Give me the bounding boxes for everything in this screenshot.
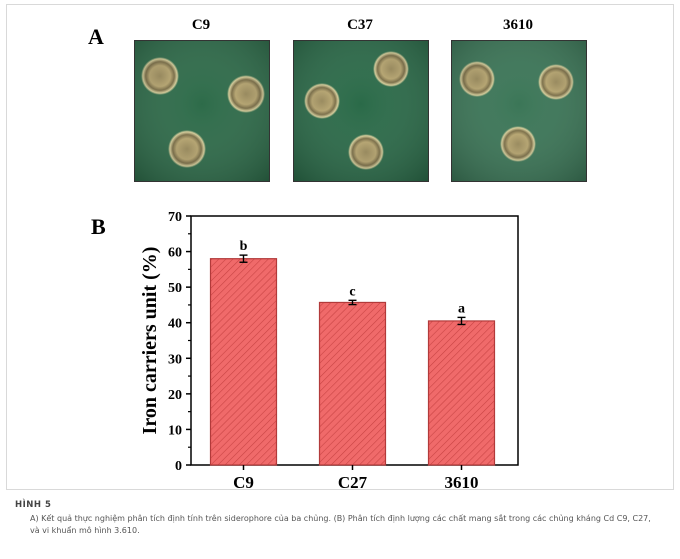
- x-tick-label-C9: C9: [233, 473, 254, 492]
- panel-b-letter: B: [91, 214, 106, 239]
- y-tick-label-7: 70: [168, 210, 182, 225]
- agar-plate-c9: [134, 40, 270, 182]
- y-tick-label-3: 30: [168, 352, 182, 367]
- plate-label-2: C37: [347, 17, 373, 33]
- bar-3610: [427, 320, 496, 466]
- bar-chart: 0 10 20 30 40 50 60 70 Iron carriers unit (%) b C9…: [139, 210, 519, 492]
- bar-C27: [318, 301, 387, 466]
- y-tick-label-2: 20: [168, 388, 182, 403]
- plate-label-3: 3610: [503, 17, 533, 33]
- sig-letter-C27: c: [349, 284, 355, 299]
- caption-title: HÌNH 5: [15, 500, 52, 510]
- sig-letter-3610: a: [458, 301, 465, 316]
- y-tick-label-5: 50: [168, 281, 182, 296]
- caption-text: A) Kết quả thực nghiệm phân tích định tí…: [30, 514, 651, 535]
- panel-a-letter: A: [88, 24, 104, 49]
- plate-label-1: C9: [191, 17, 211, 33]
- bar-C9: [209, 258, 278, 466]
- y-tick-label-0: 0: [175, 459, 182, 474]
- y-tick-label-1: 10: [168, 423, 182, 438]
- y-tick-label-6: 60: [168, 246, 182, 261]
- agar-plate-3610: [451, 40, 587, 182]
- x-tick-label-3610: 3610: [445, 473, 479, 492]
- sig-letter-C9: b: [240, 239, 248, 254]
- y-tick-label-4: 40: [168, 317, 182, 332]
- agar-plate-c37: [293, 40, 429, 182]
- y-axis-label: Iron carriers unit (%): [139, 247, 161, 435]
- x-tick-label-C27: C27: [338, 473, 368, 492]
